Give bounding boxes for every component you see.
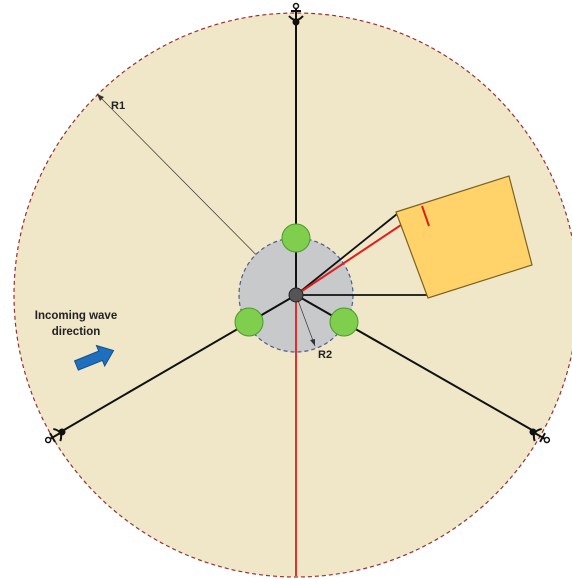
anchor-icon-top xyxy=(288,2,304,26)
wave-label-line2: direction xyxy=(52,326,101,338)
r1-label: R1 xyxy=(111,100,125,112)
buoy-right xyxy=(329,307,359,337)
central-hub xyxy=(288,287,304,303)
floating-panel xyxy=(395,175,533,299)
panel-tether-upper xyxy=(295,213,398,296)
r2-radius-line xyxy=(295,294,316,347)
r2-label: R2 xyxy=(318,349,332,361)
buoy-left xyxy=(234,307,264,337)
buoy-top xyxy=(281,223,311,253)
arrow-right-icon xyxy=(73,344,115,371)
panel-cable xyxy=(295,218,411,296)
r1-arrowhead xyxy=(97,94,104,101)
panel-cable-marker xyxy=(421,205,430,227)
wave-label-line1: Incoming wave xyxy=(35,310,117,322)
r2-arrowhead xyxy=(310,339,315,346)
anchor-icon-right xyxy=(529,427,551,444)
anchor-icon-left xyxy=(44,427,66,444)
